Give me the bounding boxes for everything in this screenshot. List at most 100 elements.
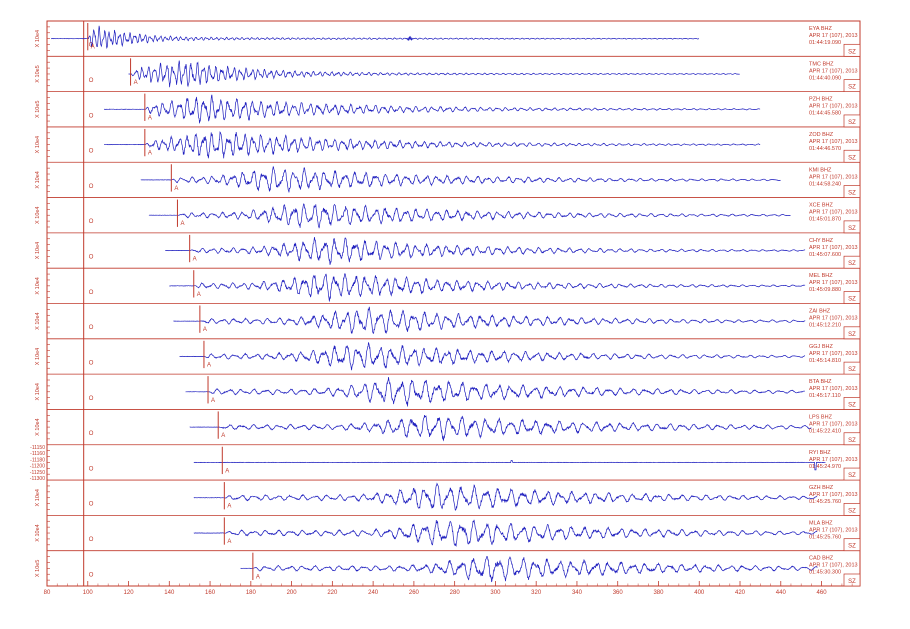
station-date: APR 17 (107), 2013 xyxy=(809,421,858,427)
origin-label: O xyxy=(89,396,94,402)
origin-label: O xyxy=(89,502,94,508)
x-tick-label: 240 xyxy=(368,590,379,596)
y-tick-label: -11150 xyxy=(30,445,45,451)
amplitude-scale-label: X 10e4 xyxy=(35,312,41,329)
station-name: XCE BHZ xyxy=(809,203,833,209)
y-tick-label: -11250 xyxy=(30,470,45,476)
station-name: RYI BHZ xyxy=(809,450,831,456)
origin-label: O xyxy=(89,466,94,472)
amplitude-scale-label: X 10e4 xyxy=(35,524,41,541)
station-time: 01:44:40.090 xyxy=(809,75,841,81)
channel-box xyxy=(843,467,861,481)
waveform-lps xyxy=(189,415,812,442)
origin-label: O xyxy=(89,431,94,437)
station-name: TMC BHZ xyxy=(809,61,834,67)
x-tick-label: 100 xyxy=(83,590,94,596)
waveform-chy xyxy=(165,236,806,265)
arrival-label: A xyxy=(207,362,211,368)
channel-box-label: SZ xyxy=(848,508,856,514)
origin-label: O xyxy=(89,219,94,225)
amplitude-scale-label: X 10e4 xyxy=(35,171,41,188)
channel-box-label: SZ xyxy=(848,367,856,373)
channel-box-label: SZ xyxy=(848,49,856,55)
waveform-tmc xyxy=(128,60,740,88)
x-tick-label: 140 xyxy=(164,590,175,596)
x-axis: 80 100 120 140 160 180 200 220 240 260 280 300 320 34… xyxy=(44,581,853,596)
station-name: BTA BHZ xyxy=(809,379,832,385)
station-date: APR 17 (107), 2013 xyxy=(809,492,858,498)
waveform-gzh xyxy=(193,482,818,511)
waveform-zod xyxy=(104,131,761,159)
channel-box-label: SZ xyxy=(848,579,856,585)
origin-label: O xyxy=(89,572,94,578)
channel-box xyxy=(843,79,861,92)
x-tick-label: 380 xyxy=(653,590,664,596)
arrival-label: A xyxy=(227,539,231,545)
channel-box-label: SZ xyxy=(848,473,856,479)
channel-box xyxy=(843,397,861,410)
channel-box-label: SZ xyxy=(848,438,856,444)
origin-label: O xyxy=(89,184,94,190)
station-time: 01:44:19.090 xyxy=(809,40,841,46)
channel-box-label: SZ xyxy=(848,191,856,197)
channel-box-label: SZ xyxy=(848,85,856,91)
origin-label: O xyxy=(89,290,94,296)
origin-label: O xyxy=(89,255,94,261)
trace-panels: X 10e4 O A EYA BHZ APR 17 (107), 2013 01:44:1… xyxy=(30,20,861,587)
y-tick-label: -11160 xyxy=(30,451,45,457)
station-date: APR 17 (107), 2013 xyxy=(809,457,858,463)
station-time: 01:45:12.210 xyxy=(809,323,841,329)
station-time: 01:44:58.240 xyxy=(809,181,841,187)
arrival-label: A xyxy=(225,468,229,474)
arrival-label: A xyxy=(91,45,95,51)
station-name: ZAI BHZ xyxy=(809,309,831,315)
waveform-pzh xyxy=(103,94,761,124)
x-tick-label: 260 xyxy=(409,590,420,596)
amplitude-scale-label: X 10e4 xyxy=(35,277,41,294)
x-tick-label: 400 xyxy=(694,590,705,596)
station-date: APR 17 (107), 2013 xyxy=(809,527,858,533)
channel-box xyxy=(843,326,861,340)
channel-box xyxy=(843,538,861,552)
arrival-label: A xyxy=(134,80,138,86)
x-tick-label: 180 xyxy=(246,590,257,596)
station-time: 01:45:22.410 xyxy=(809,428,841,434)
x-tick-label: 280 xyxy=(450,590,461,596)
channel-box-label: SZ xyxy=(848,226,856,232)
station-name: KMI BHZ xyxy=(809,167,832,173)
station-name: EYA BHZ xyxy=(809,26,832,32)
station-date: APR 17 (107), 2013 xyxy=(809,68,858,74)
station-time: 01:45:30.300 xyxy=(809,570,841,576)
origin-label: O xyxy=(89,149,94,155)
station-date: APR 17 (107), 2013 xyxy=(809,563,858,569)
amplitude-scale-label: X 10e4 xyxy=(35,418,41,435)
origin-label: O xyxy=(89,360,94,366)
station-name: CAD BHZ xyxy=(809,556,834,562)
channel-box-label: SZ xyxy=(848,120,856,126)
origin-label: O xyxy=(89,325,94,331)
x-tick-label: 320 xyxy=(531,590,542,596)
station-date: APR 17 (107), 2013 xyxy=(809,351,858,357)
station-name: PZH BHZ xyxy=(809,97,833,103)
arrival-label: A xyxy=(174,186,178,192)
station-time: 01:45:01.870 xyxy=(809,217,841,223)
station-time: 01:45:24.970 xyxy=(809,464,841,470)
station-date: APR 17 (107), 2013 xyxy=(809,139,858,145)
waveform-ggj xyxy=(179,342,806,371)
x-tick-label: 300 xyxy=(490,590,501,596)
channel-box-label: SZ xyxy=(848,297,856,303)
channel-box-label: SZ xyxy=(848,261,856,267)
x-tick-label: 160 xyxy=(205,590,216,596)
station-time: 01:45:25.760 xyxy=(809,534,841,540)
amplitude-scale-label: X 10e5 xyxy=(35,560,41,577)
station-date: APR 17 (107), 2013 xyxy=(809,245,858,251)
